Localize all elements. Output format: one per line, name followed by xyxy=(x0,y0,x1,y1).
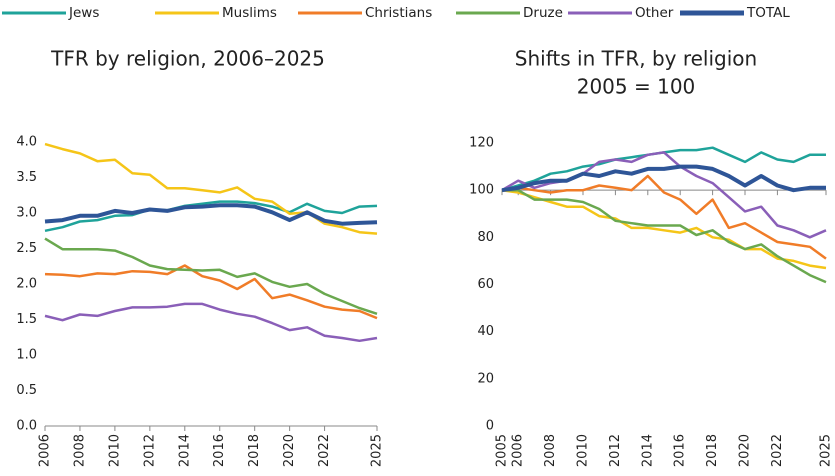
y-tick-label: 80 xyxy=(477,230,494,245)
x-tick-label: 2018 xyxy=(247,434,262,467)
x-tick-label: 2005 xyxy=(495,434,510,467)
chart-subtitle: 2005 = 100 xyxy=(577,75,696,99)
y-tick-label: 3.5 xyxy=(16,170,37,185)
x-tick-label: 2012 xyxy=(608,434,623,467)
legend-label: Christians xyxy=(365,5,432,21)
y-tick-label: 100 xyxy=(469,183,494,198)
x-tick-label: 2025 xyxy=(819,434,834,467)
x-tick-label: 2022 xyxy=(770,434,785,467)
y-tick-label: 4.0 xyxy=(16,135,37,150)
series-line xyxy=(44,237,378,315)
legend-label: Muslims xyxy=(222,5,277,21)
y-tick-label: 3.0 xyxy=(16,206,37,221)
y-tick-label: 120 xyxy=(469,136,494,151)
series-line xyxy=(501,188,827,270)
chart-title: TFR by religion, 2006–2025 xyxy=(50,47,325,71)
series-line xyxy=(501,164,826,193)
legend-label: Druze xyxy=(523,5,563,21)
x-tick-label: 2014 xyxy=(177,434,192,467)
series-line xyxy=(44,142,378,235)
x-tick-label: 2008 xyxy=(72,434,87,467)
y-tick-label: 20 xyxy=(477,371,494,386)
y-tick-label: 0.0 xyxy=(16,419,37,434)
x-tick-label: 2010 xyxy=(576,434,591,467)
legend-label: Other xyxy=(635,5,674,21)
y-tick-label: 0.5 xyxy=(16,383,37,398)
y-tick-label: 1.0 xyxy=(16,348,37,363)
y-tick-label: 60 xyxy=(477,277,494,292)
x-tick-label: 2012 xyxy=(142,434,157,467)
x-tick-label: 2010 xyxy=(107,434,122,467)
x-tick-label: 2025 xyxy=(370,434,385,467)
y-tick-label: 1.5 xyxy=(16,312,37,327)
x-tick-label: 2016 xyxy=(212,434,227,467)
x-tick-label: 2016 xyxy=(673,434,688,467)
y-tick-label: 2.0 xyxy=(16,277,37,292)
x-tick-label: 2022 xyxy=(317,434,332,467)
x-tick-label: 2008 xyxy=(543,434,558,467)
y-tick-label: 2.5 xyxy=(16,241,37,256)
x-tick-label: 2006 xyxy=(38,434,53,467)
x-tick-label: 2020 xyxy=(282,434,297,467)
legend-label: TOTAL xyxy=(746,5,790,21)
x-tick-label: 2006 xyxy=(511,434,526,467)
series-line xyxy=(44,264,378,320)
series-line xyxy=(44,200,378,233)
series-line xyxy=(44,302,378,343)
x-tick-label: 2014 xyxy=(640,434,655,467)
series-line xyxy=(502,188,827,284)
series-line xyxy=(501,174,827,260)
legend-label: Jews xyxy=(68,5,99,21)
y-tick-label: 0 xyxy=(486,419,494,434)
x-tick-label: 2018 xyxy=(705,434,720,467)
y-tick-label: 40 xyxy=(477,324,494,339)
series-line xyxy=(44,203,378,226)
chart-title: Shifts in TFR, by religion xyxy=(515,47,757,71)
x-tick-label: 2020 xyxy=(738,434,753,467)
